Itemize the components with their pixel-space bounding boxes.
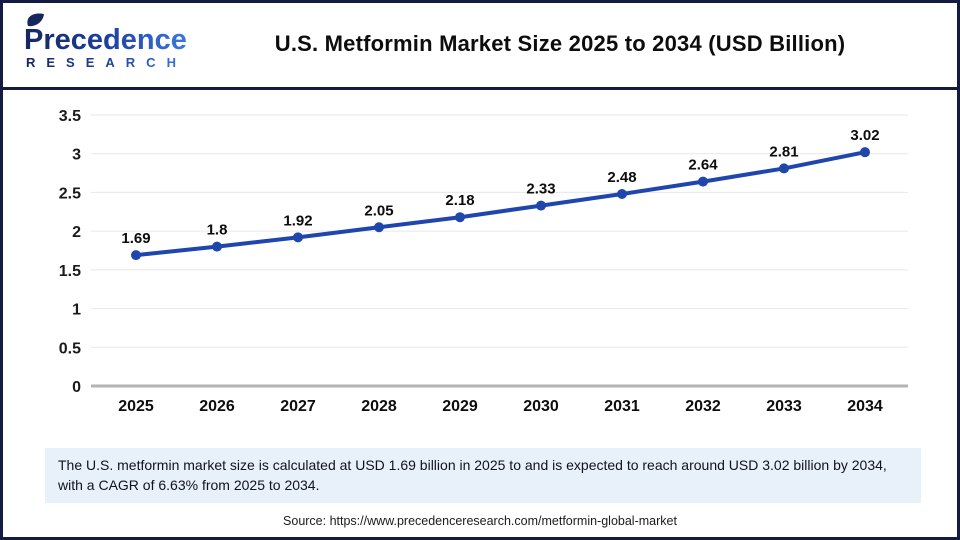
x-tick-label: 2032 <box>685 398 721 415</box>
data-point <box>698 176 708 187</box>
leaf-icon <box>27 13 44 27</box>
source-citation: Source: https://www.precedenceresearch.c… <box>283 514 677 528</box>
x-tick-label: 2028 <box>361 398 397 415</box>
y-tick-label: 0 <box>72 379 81 396</box>
data-point <box>374 222 384 233</box>
data-value-label: 2.64 <box>688 157 718 174</box>
data-point <box>131 250 141 261</box>
x-tick-label: 2031 <box>604 398 640 415</box>
data-point <box>617 188 627 199</box>
page-title: U.S. Metformin Market Size 2025 to 2034 … <box>274 31 846 56</box>
x-tick-label: 2033 <box>766 398 802 415</box>
y-tick-label: 1.5 <box>59 263 81 280</box>
data-point <box>860 147 870 158</box>
trend-line <box>134 150 867 258</box>
chart-area: 0 0.5 1 1.5 2 2.5 3 3.5 1.69 2025 1.8 2026 1.92 2027 2… <box>3 90 957 443</box>
summary-note: The U.S. metformin market size is calcul… <box>45 448 921 503</box>
data-value-label: 3.02 <box>850 127 879 144</box>
x-tick-label: 2034 <box>847 398 883 415</box>
data-value-label: 1.8 <box>207 222 228 239</box>
header: Precedence RESEARCH U.S. Metformin Marke… <box>3 3 957 90</box>
logo-wordmark: Precedence <box>24 24 187 56</box>
data-point <box>536 200 546 211</box>
precedence-research-logo: Precedence RESEARCH <box>17 13 195 78</box>
data-value-label: 2.33 <box>526 181 555 198</box>
x-tick-label: 2030 <box>523 398 559 415</box>
market-size-line-chart: 0 0.5 1 1.5 2 2.5 3 3.5 1.69 2025 1.8 2026 1.92 2027 2… <box>59 108 908 415</box>
y-tick-label: 3.5 <box>59 108 81 125</box>
y-tick-label: 2 <box>72 224 81 241</box>
y-tick-label: 2.5 <box>59 185 81 202</box>
summary-note-text: The U.S. metformin market size is calcul… <box>58 457 887 494</box>
logo-graphic: Precedence RESEARCH <box>24 13 187 70</box>
y-tick-label: 1 <box>72 302 81 319</box>
data-value-label: 2.81 <box>769 143 798 160</box>
data-value-label: 2.48 <box>607 169 636 186</box>
data-point <box>212 241 222 252</box>
data-value-label: 2.18 <box>445 192 474 209</box>
data-point <box>293 232 303 243</box>
y-tick-label: 3 <box>72 147 81 164</box>
data-value-label: 2.05 <box>364 202 393 219</box>
data-value-label: 1.69 <box>121 230 150 247</box>
data-point <box>779 163 789 174</box>
x-tick-label: 2026 <box>199 398 235 415</box>
y-tick-label: 0.5 <box>59 340 81 357</box>
data-value-label: 1.92 <box>283 212 312 229</box>
x-tick-label: 2027 <box>280 398 316 415</box>
x-tick-label: 2029 <box>442 398 478 415</box>
x-tick-label: 2025 <box>118 398 154 415</box>
data-point <box>455 212 465 223</box>
logo-subtitle: RESEARCH <box>26 55 187 70</box>
